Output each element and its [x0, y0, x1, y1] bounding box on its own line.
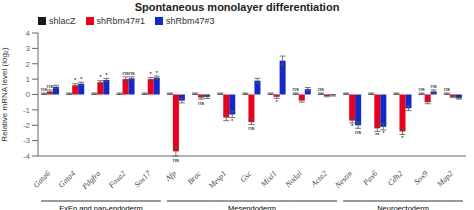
svg-text:ns: ns: [430, 83, 436, 89]
svg-text:Sox9: Sox9: [412, 169, 429, 186]
svg-text:*: *: [231, 118, 234, 124]
svg-text:**: **: [375, 132, 380, 138]
html-text:shlacZ: shlacZ: [49, 15, 76, 26]
svg-text:ns: ns: [418, 86, 424, 92]
svg-text:ns: ns: [128, 70, 134, 76]
svg-text:2: 2: [26, 60, 31, 69]
html-text:shRbm47#1: shRbm47#1: [96, 15, 145, 26]
svg-text:ns: ns: [40, 86, 48, 93]
svg-text:ns: ns: [248, 125, 254, 131]
svg-text:Gata4: Gata4: [57, 169, 78, 190]
svg-text:*: *: [401, 135, 404, 141]
svg-text:ns: ns: [122, 70, 129, 77]
svg-text:0: 0: [26, 90, 31, 99]
svg-text:*: *: [99, 74, 102, 80]
svg-text:Pax6: Pax6: [361, 169, 380, 188]
svg-text:Afp: Afp: [163, 169, 178, 184]
svg-text:*: *: [150, 71, 153, 77]
svg-text:Pdgfra: Pdgfra: [80, 169, 103, 192]
html-text:shRbm47#3: shRbm47#3: [166, 15, 215, 26]
svg-text:ExEn and pan-endoderm: ExEn and pan-endoderm: [59, 204, 142, 210]
svg-text:4: 4: [26, 29, 31, 38]
svg-text:*: *: [74, 77, 77, 83]
svg-text:ns: ns: [355, 129, 361, 135]
svg-text:Mesp1: Mesp1: [206, 169, 228, 191]
svg-text:Mesendoderm: Mesendoderm: [228, 204, 276, 210]
svg-text:Nodal: Nodal: [283, 169, 304, 190]
svg-text:*: *: [382, 130, 385, 136]
svg-text:*: *: [105, 72, 108, 78]
svg-text:*: *: [275, 99, 278, 105]
svg-text:Mixl1: Mixl1: [258, 169, 278, 189]
svg-text:*: *: [80, 76, 83, 82]
svg-text:ns: ns: [198, 100, 204, 106]
svg-text:*: *: [156, 70, 159, 76]
svg-text:ns: ns: [318, 86, 324, 92]
svg-text:Brac: Brac: [186, 169, 204, 187]
svg-text:Acta2: Acta2: [309, 169, 329, 189]
svg-text:Nestin: Nestin: [333, 169, 355, 191]
svg-text:Relative mRNA level (log₂): Relative mRNA level (log₂): [8, 47, 9, 142]
svg-text:Cdh2: Cdh2: [386, 169, 405, 188]
svg-text:Foxa2: Foxa2: [106, 169, 128, 191]
svg-text:ns: ns: [444, 86, 450, 92]
svg-text:Map2: Map2: [435, 169, 455, 189]
svg-text:Gata6: Gata6: [31, 169, 52, 190]
svg-text:-2: -2: [23, 121, 31, 130]
html-text:Spontaneous monolayer differen: Spontaneous monolayer differentiation: [134, 1, 340, 13]
svg-text:-1: -1: [23, 106, 31, 115]
svg-text:-3: -3: [23, 136, 31, 145]
svg-text:Sox17: Sox17: [133, 168, 154, 189]
svg-text:Gsc: Gsc: [238, 169, 253, 184]
svg-text:-4: -4: [23, 152, 31, 161]
svg-text:3: 3: [26, 44, 31, 53]
svg-text:*: *: [351, 123, 354, 129]
svg-text:ns: ns: [173, 157, 179, 163]
svg-text:ns: ns: [47, 83, 53, 89]
svg-text:Neuroectoderm: Neuroectoderm: [377, 204, 429, 210]
svg-text:ns: ns: [293, 86, 299, 92]
svg-text:1: 1: [26, 75, 31, 84]
